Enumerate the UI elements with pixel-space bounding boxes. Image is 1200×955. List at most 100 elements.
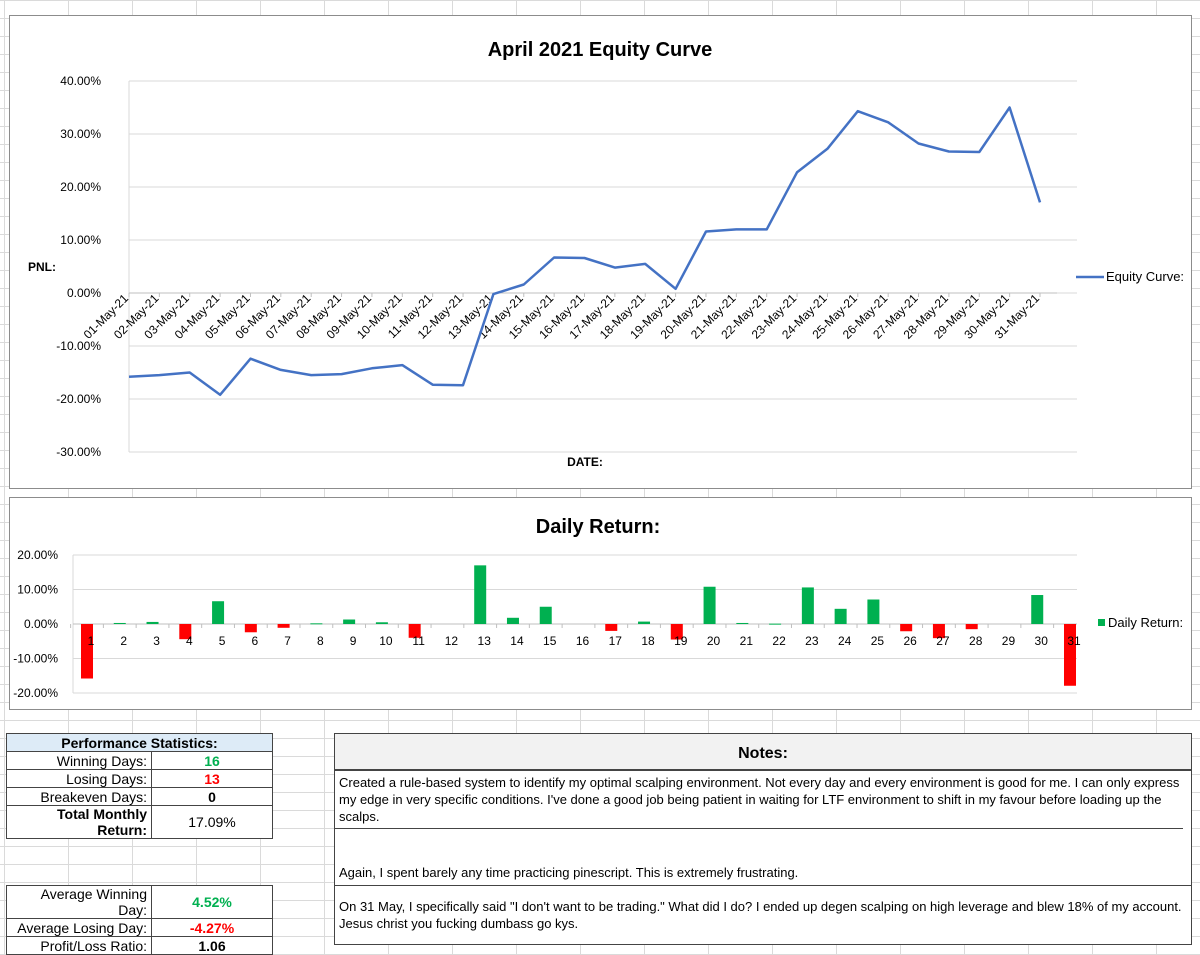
daily-x-tick-label: 19	[674, 634, 688, 648]
equity-curve-chart: April 2021 Equity Curve PNL: DATE: -30.0…	[9, 15, 1192, 489]
daily-x-tick-label: 31	[1067, 634, 1081, 648]
daily-return-bar	[343, 619, 356, 624]
daily-x-tick-label: 21	[740, 634, 754, 648]
note-text-3: On 31 May, I specifically said "I don't …	[339, 899, 1182, 931]
daily-return-bar	[1064, 624, 1076, 686]
daily-return-bar	[81, 624, 93, 679]
avg-losing-day-label: Average Losing Day:	[6, 918, 152, 937]
equity-y-tick-label: 20.00%	[60, 180, 101, 194]
daily-return-bar	[179, 624, 192, 640]
notes-title: Notes:	[335, 734, 1191, 770]
daily-return-bar	[638, 621, 651, 624]
daily-x-tick-label: 9	[350, 634, 357, 648]
daily-y-tick-label: -10.00%	[13, 652, 58, 666]
daily-x-tick-label: 2	[120, 634, 127, 648]
winning-days-label: Winning Days:	[6, 751, 152, 770]
stats-row: Breakeven Days: 0	[6, 787, 273, 806]
daily-x-tick-label: 11	[412, 634, 425, 648]
equity-y-tick-label: 10.00%	[60, 233, 101, 247]
avg-losing-day-value: -4.27%	[151, 918, 273, 937]
daily-legend-swatch	[1098, 619, 1105, 626]
equity-y-tick-label: -20.00%	[56, 392, 101, 406]
daily-x-tick-label: 5	[219, 634, 226, 648]
daily-x-tick-label: 16	[576, 634, 590, 648]
daily-return-bar	[113, 622, 126, 624]
performance-statistics-table: Performance Statistics: Winning Days: 16…	[6, 733, 273, 839]
equity-x-axis-label: DATE:	[567, 455, 603, 469]
profit-loss-ratio-value: 1.06	[151, 936, 273, 955]
daily-x-tick-label: 7	[284, 634, 291, 648]
daily-return-bar	[867, 599, 880, 624]
daily-x-tick-label: 30	[1035, 634, 1049, 648]
losing-days-label: Losing Days:	[6, 769, 152, 788]
daily-x-tick-label: 18	[641, 634, 655, 648]
stats-row: Losing Days: 13	[6, 769, 273, 788]
daily-return-bar	[375, 622, 388, 624]
note-item: Created a rule-based system to identify …	[335, 770, 1191, 827]
daily-x-tick-label: 12	[445, 634, 459, 648]
stats-row: Winning Days: 16	[6, 751, 273, 770]
daily-y-tick-label: 0.00%	[24, 617, 58, 631]
daily-return-bar	[146, 621, 159, 624]
stats-row: Average Losing Day: -4.27%	[6, 918, 273, 937]
daily-x-tick-label: 10	[379, 634, 393, 648]
equity-legend-label: Equity Curve:	[1106, 269, 1184, 284]
daily-return-chart: Daily Return: -20.00% -10.00% 0.00% 10.00% 2…	[9, 497, 1192, 710]
daily-return-bar	[769, 623, 782, 625]
note-item: Again, I spent barely any time practicin…	[335, 828, 1183, 884]
daily-y-tick-label: 10.00%	[17, 583, 58, 597]
equity-curve-svg: April 2021 Equity Curve PNL: DATE: -30.0…	[28, 39, 1184, 469]
daily-return-bar	[474, 565, 487, 624]
daily-x-tick-label: 23	[805, 634, 819, 648]
equity-y-tick-label: 30.00%	[60, 127, 101, 141]
daily-return-bar	[703, 586, 716, 624]
stats-row: Average Winning Day: 4.52%	[6, 885, 273, 919]
daily-return-bar	[277, 624, 290, 628]
losing-days-value: 13	[151, 769, 273, 788]
daily-x-tick-label: 3	[153, 634, 160, 648]
daily-x-tick-label: 1	[88, 634, 95, 648]
note-item: On 31 May, I specifically said "I don't …	[335, 885, 1191, 944]
breakeven-days-value: 0	[151, 787, 273, 806]
stats-header-row: Performance Statistics:	[6, 733, 273, 752]
daily-x-tick-label: 22	[772, 634, 786, 648]
note-text-1: Created a rule-based system to identify …	[339, 774, 1180, 824]
daily-legend: Daily Return:	[1098, 615, 1183, 630]
daily-return-bar	[408, 624, 421, 638]
daily-x-tick-label: 24	[838, 634, 852, 648]
equity-legend: Equity Curve:	[1076, 269, 1184, 284]
daily-return-bar	[900, 624, 913, 632]
daily-x-tick-label: 28	[969, 634, 983, 648]
daily-x-tick-label: 17	[609, 634, 623, 648]
daily-return-bar	[212, 601, 225, 624]
equity-curve-line	[128, 106, 1042, 397]
daily-return-bar	[670, 624, 683, 640]
daily-return-bar	[310, 623, 323, 625]
daily-return-bar	[801, 587, 814, 624]
daily-x-tick-label: 14	[510, 634, 524, 648]
equity-y-tick-label: 40.00%	[60, 74, 101, 88]
daily-return-bar	[736, 622, 749, 624]
daily-return-bar	[932, 624, 945, 639]
daily-return-bar	[506, 617, 519, 624]
daily-x-tick-label: 15	[543, 634, 557, 648]
daily-x-tick-label: 6	[251, 634, 258, 648]
daily-chart-title: Daily Return:	[536, 516, 660, 538]
equity-y-tick-label: 0.00%	[67, 286, 101, 300]
daily-x-tick-label: 26	[903, 634, 917, 648]
daily-x-tick-label: 4	[186, 634, 193, 648]
total-return-label: Total Monthly Return:	[6, 805, 152, 839]
stats-row: Total Monthly Return: 17.09%	[6, 805, 273, 839]
daily-y-tick-label: 20.00%	[17, 548, 58, 562]
stats-title: Performance Statistics:	[6, 733, 273, 752]
equity-y-tick-label: -30.00%	[56, 445, 101, 459]
avg-winning-day-label: Average Winning Day:	[6, 885, 152, 919]
note-text-2: Again, I spent barely any time practicin…	[339, 865, 799, 880]
daily-return-bar	[1031, 595, 1044, 624]
breakeven-days-label: Breakeven Days:	[6, 787, 152, 806]
winning-days-value: 16	[151, 751, 273, 770]
daily-x-tick-label: 25	[871, 634, 885, 648]
daily-return-svg: Daily Return: -20.00% -10.00% 0.00% 10.00% 2…	[13, 516, 1183, 700]
daily-return-bar	[244, 624, 257, 633]
average-statistics-table: Average Winning Day: 4.52% Average Losin…	[6, 885, 273, 955]
